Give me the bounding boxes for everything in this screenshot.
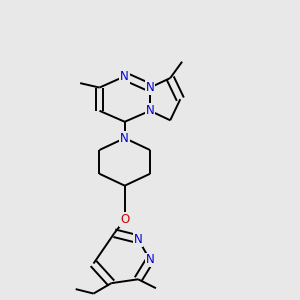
Text: N: N [120, 132, 129, 145]
Text: N: N [146, 254, 154, 266]
Text: N: N [146, 81, 154, 94]
Text: N: N [134, 233, 142, 246]
Text: N: N [120, 70, 129, 83]
Text: O: O [120, 213, 129, 226]
Text: N: N [146, 104, 154, 117]
